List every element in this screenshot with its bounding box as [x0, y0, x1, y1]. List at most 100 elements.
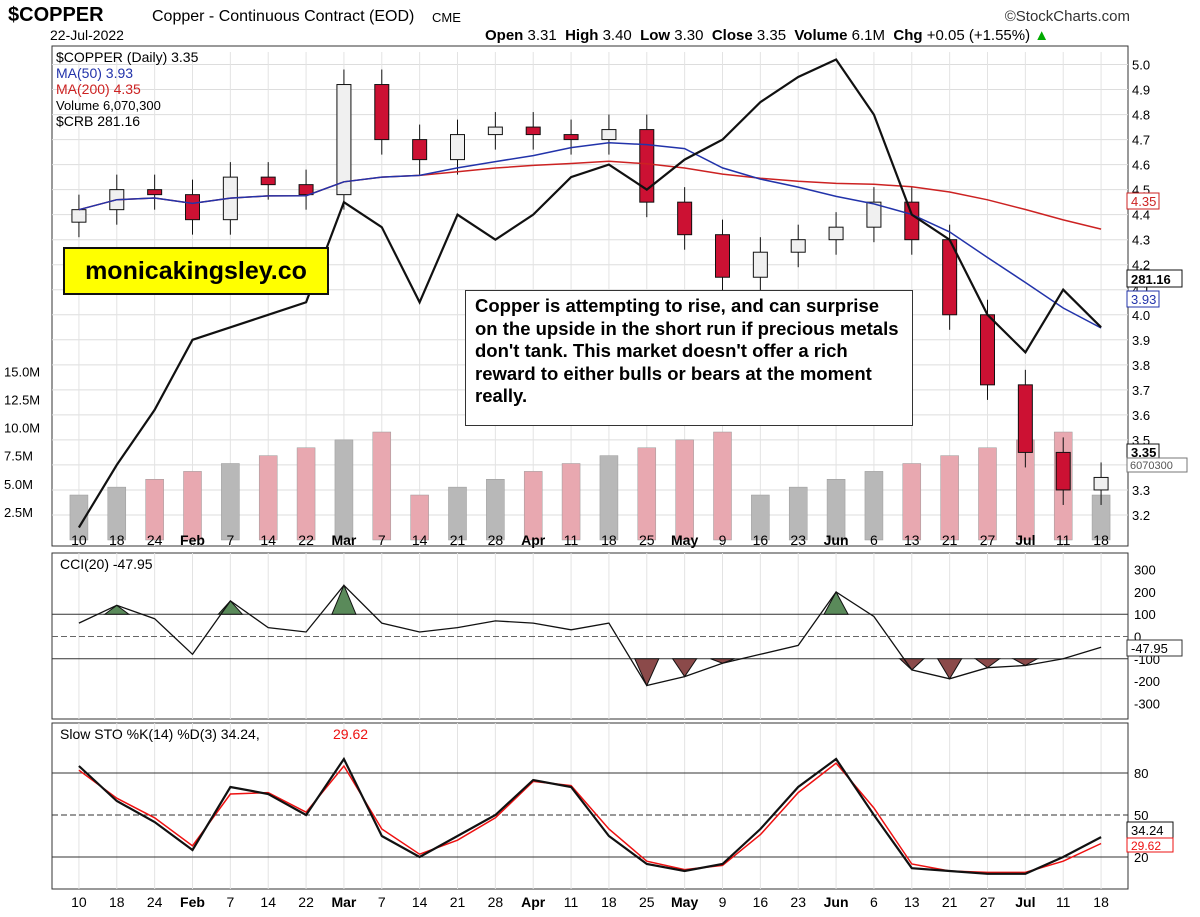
x-tick-label: 6 [870, 532, 878, 548]
tag-close: 3.35 [1131, 445, 1156, 460]
high-label: High [565, 27, 599, 44]
volume-bar [448, 486, 467, 541]
volume-tick-label: 5.0M [4, 477, 33, 492]
sto-k-line [78, 756, 1102, 875]
cci-positive-area [823, 590, 849, 615]
candle [525, 126, 541, 136]
sto-tick-label: 50 [1134, 808, 1148, 823]
annotation-box: Copper is attempting to rise, and can su… [465, 290, 913, 426]
cci-tick-label: 100 [1134, 607, 1156, 622]
price-legend: $COPPER (Daily) 3.35 MA(50) 3.93 MA(200)… [56, 49, 199, 129]
x-tick-label: 18 [1093, 532, 1109, 548]
x-tick-label: 7 [378, 532, 386, 548]
x-tick-label: 24 [147, 532, 163, 548]
price-tick-label: 4.0 [1132, 308, 1150, 323]
price-tick-label: 4.9 [1132, 83, 1150, 98]
x-tick-label-bottom: May [671, 894, 698, 910]
stockcharts-brand[interactable]: ©StockCharts.com [1004, 8, 1130, 25]
x-tick-label: 27 [980, 532, 996, 548]
chart-date: 22-Jul-2022 [50, 27, 124, 43]
x-tick-label: 14 [412, 532, 428, 548]
sto-panel[interactable] [51, 722, 1129, 890]
volume-tick-label: 12.5M [4, 392, 40, 407]
price-tick-label: 3.6 [1132, 408, 1150, 423]
cci-negative-area [1011, 658, 1040, 667]
candle [1055, 451, 1071, 491]
symbol-title: $COPPER [8, 4, 104, 26]
sto-title: Slow STO %K(14) %D(3) 34.24, [60, 726, 260, 742]
volume-bar [372, 431, 392, 541]
tag-crb: 281.16 [1131, 272, 1171, 287]
cci-negative-area [634, 658, 660, 687]
volume-bar [788, 486, 808, 541]
cci-negative-area [671, 658, 698, 678]
volume-bar [107, 486, 127, 541]
x-tick-label-bottom: 22 [298, 894, 314, 910]
x-tick-label: Jun [824, 532, 849, 548]
x-tick-label: Apr [521, 532, 546, 548]
price-tick-label: 3.8 [1132, 358, 1150, 373]
cci-title: CCI(20) -47.95 [60, 556, 153, 572]
x-tick-label-bottom: 13 [904, 894, 920, 910]
x-tick-label-bottom: 7 [226, 894, 234, 910]
candle [71, 209, 87, 223]
volume-bar [69, 494, 89, 541]
candle [563, 134, 579, 141]
x-tick-label-bottom: 9 [719, 894, 727, 910]
price-tick-label: 4.7 [1132, 133, 1150, 148]
volume-bar [826, 479, 846, 541]
logo-banner[interactable]: monicakingsley.co [63, 247, 329, 295]
overlay-lines [77, 58, 1102, 875]
ma50-line [78, 142, 1102, 329]
candle [374, 84, 390, 141]
candle [450, 134, 465, 161]
x-tick-label-bottom: 21 [450, 894, 466, 910]
close-value: 3.35 [756, 27, 787, 44]
x-tick-label: 16 [753, 532, 769, 548]
crb-line [77, 58, 1102, 529]
candle [639, 129, 655, 203]
legend-price: $COPPER (Daily) 3.35 [56, 49, 199, 65]
volume-label: Volume [794, 27, 848, 44]
x-tick-label-bottom: Feb [180, 894, 205, 910]
tag-cci: -47.95 [1131, 641, 1168, 656]
x-tick-label-bottom: 21 [942, 894, 958, 910]
x-tick-label-bottom: 18 [601, 894, 617, 910]
tag-ma200: 4.35 [1131, 194, 1156, 209]
x-tick-label-bottom: 16 [753, 894, 769, 910]
volume-bar [221, 463, 240, 541]
x-tick-label-bottom: 7 [378, 894, 386, 910]
cci-tick-label: 200 [1134, 585, 1156, 600]
x-tick-label-bottom: 28 [488, 894, 504, 910]
x-tick-label: 14 [260, 532, 276, 548]
chg-label: Chg [893, 27, 923, 44]
x-tick-label-bottom: Jun [824, 894, 849, 910]
x-tick-label-bottom: 14 [412, 894, 428, 910]
legend-ma50: MA(50) 3.93 [56, 65, 133, 81]
volume-bar [145, 479, 164, 541]
volume-bar [334, 439, 354, 541]
cci-negative-area [973, 658, 1002, 669]
volume-bar [183, 471, 202, 541]
volume-tick-label: 15.0M [4, 364, 40, 379]
price-tick-label: 4.6 [1132, 158, 1150, 173]
x-tick-label-bottom: 27 [980, 894, 996, 910]
legend-volume: Volume 6,070,300 [56, 98, 161, 113]
ohlc-summary: Open 3.31 High 3.40 Low 3.30 Close 3.35 … [485, 27, 1049, 44]
price-tick-label: 5.0 [1132, 58, 1150, 73]
sto-d-line [78, 762, 1102, 874]
low-value: 3.30 [674, 27, 704, 44]
candles [71, 69, 1109, 505]
candle [487, 126, 503, 136]
x-tick-label-bottom: 18 [1093, 894, 1109, 910]
volume-tick-label: 7.5M [4, 449, 33, 464]
x-tick-label: Jul [1015, 532, 1035, 548]
legend-crb: $CRB 281.16 [56, 113, 140, 129]
x-tick-label: Feb [180, 532, 205, 548]
x-tick-label: 10 [71, 532, 87, 548]
volume-bar [486, 479, 505, 541]
candle [260, 176, 276, 186]
x-tick-label: 11 [564, 532, 579, 548]
price-tick-label: 4.8 [1132, 108, 1150, 123]
